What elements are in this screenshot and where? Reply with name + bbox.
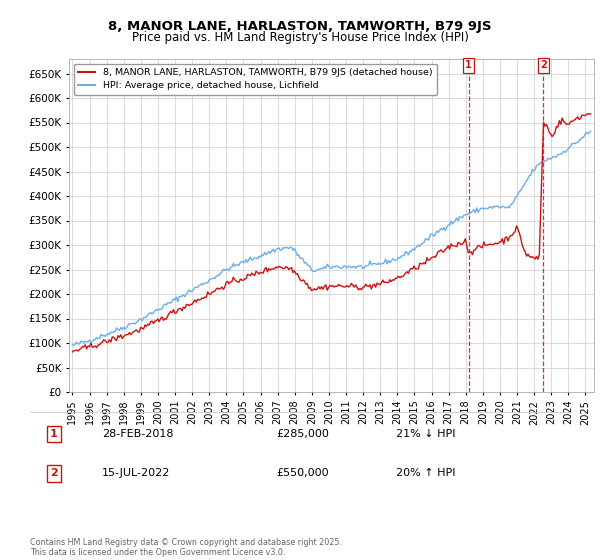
Text: 1: 1 — [50, 429, 58, 439]
Text: Contains HM Land Registry data © Crown copyright and database right 2025.
This d: Contains HM Land Registry data © Crown c… — [30, 538, 342, 557]
Text: Price paid vs. HM Land Registry's House Price Index (HPI): Price paid vs. HM Land Registry's House … — [131, 31, 469, 44]
Text: 15-JUL-2022: 15-JUL-2022 — [102, 468, 170, 478]
Text: £285,000: £285,000 — [276, 429, 329, 439]
Text: 2: 2 — [50, 468, 58, 478]
Text: 1: 1 — [465, 60, 472, 71]
Text: £550,000: £550,000 — [276, 468, 329, 478]
Legend: 8, MANOR LANE, HARLASTON, TAMWORTH, B79 9JS (detached house), HPI: Average price: 8, MANOR LANE, HARLASTON, TAMWORTH, B79 … — [74, 63, 437, 95]
Text: 20% ↑ HPI: 20% ↑ HPI — [396, 468, 455, 478]
Text: 21% ↓ HPI: 21% ↓ HPI — [396, 429, 455, 439]
Text: 28-FEB-2018: 28-FEB-2018 — [102, 429, 173, 439]
Text: 2: 2 — [540, 60, 547, 71]
Text: 8, MANOR LANE, HARLASTON, TAMWORTH, B79 9JS: 8, MANOR LANE, HARLASTON, TAMWORTH, B79 … — [108, 20, 492, 32]
